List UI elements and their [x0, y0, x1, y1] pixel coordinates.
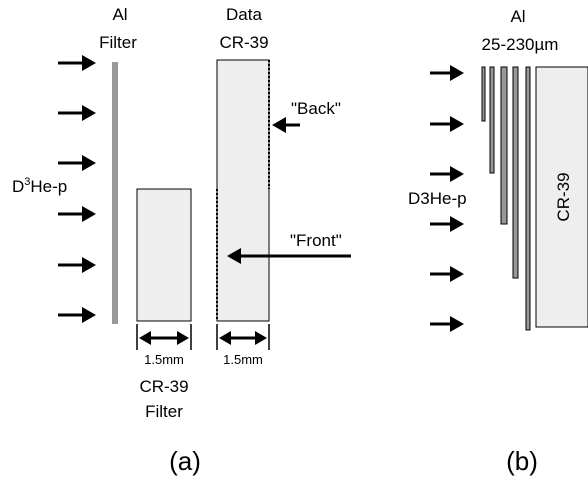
front-arrow [227, 248, 351, 264]
al-step-filter [489, 66, 495, 174]
incoming-arrow [430, 216, 464, 232]
data-cr39-label-2: CR-39 [219, 33, 268, 52]
back-label: "Back" [291, 99, 341, 118]
incoming-arrow [430, 65, 464, 81]
incoming-arrow [58, 105, 96, 121]
front-label: "Front" [290, 231, 342, 250]
incoming-arrow [58, 55, 96, 71]
cr39-label-b: CR-39 [554, 172, 573, 221]
al-stack-label-2: 25-230µm [482, 35, 559, 54]
data-cr39 [216, 59, 270, 322]
data-dimension [216, 324, 270, 350]
caption-b: (b) [506, 446, 538, 476]
incoming-arrow [430, 266, 464, 282]
data-cr39-label: Data [226, 5, 262, 24]
al-filter-label: Al [112, 5, 127, 24]
cr39-filter-label-2: Filter [145, 402, 183, 421]
incoming-arrows-b [430, 65, 464, 332]
incoming-arrow [58, 155, 96, 171]
panel-b: Al 25-230µm D3He-p [408, 7, 588, 476]
al-step-filter [512, 66, 519, 279]
al-filter-label-2: Filter [99, 33, 137, 52]
cr39-filter-label: CR-39 [139, 377, 188, 396]
particle-label-b: D3He-p [408, 189, 467, 208]
incoming-arrow [58, 257, 96, 273]
incoming-arrows-a [58, 55, 96, 323]
al-filter [112, 62, 118, 324]
data-thickness-label: 1.5mm [223, 352, 263, 367]
al-step-filter [500, 66, 508, 225]
al-stack-label: Al [510, 7, 525, 26]
incoming-arrow [58, 206, 96, 222]
al-step-filter [481, 66, 486, 122]
particle-label-a: D3He-p [12, 176, 67, 196]
incoming-arrow [430, 316, 464, 332]
filter-thickness-label: 1.5mm [144, 352, 184, 367]
filter-dimension [136, 324, 192, 350]
incoming-arrow [430, 166, 464, 182]
cr39-detector-b [535, 66, 588, 328]
incoming-arrow [430, 116, 464, 132]
caption-a: (a) [169, 446, 201, 476]
cr39-filter [136, 188, 192, 322]
al-step-filters [481, 66, 531, 331]
panel-a: D3He-p Al Filter Data CR-39 "Back" "Fron… [12, 5, 351, 476]
incoming-arrow [58, 307, 96, 323]
back-arrow [272, 117, 300, 133]
al-step-filter [525, 66, 531, 331]
